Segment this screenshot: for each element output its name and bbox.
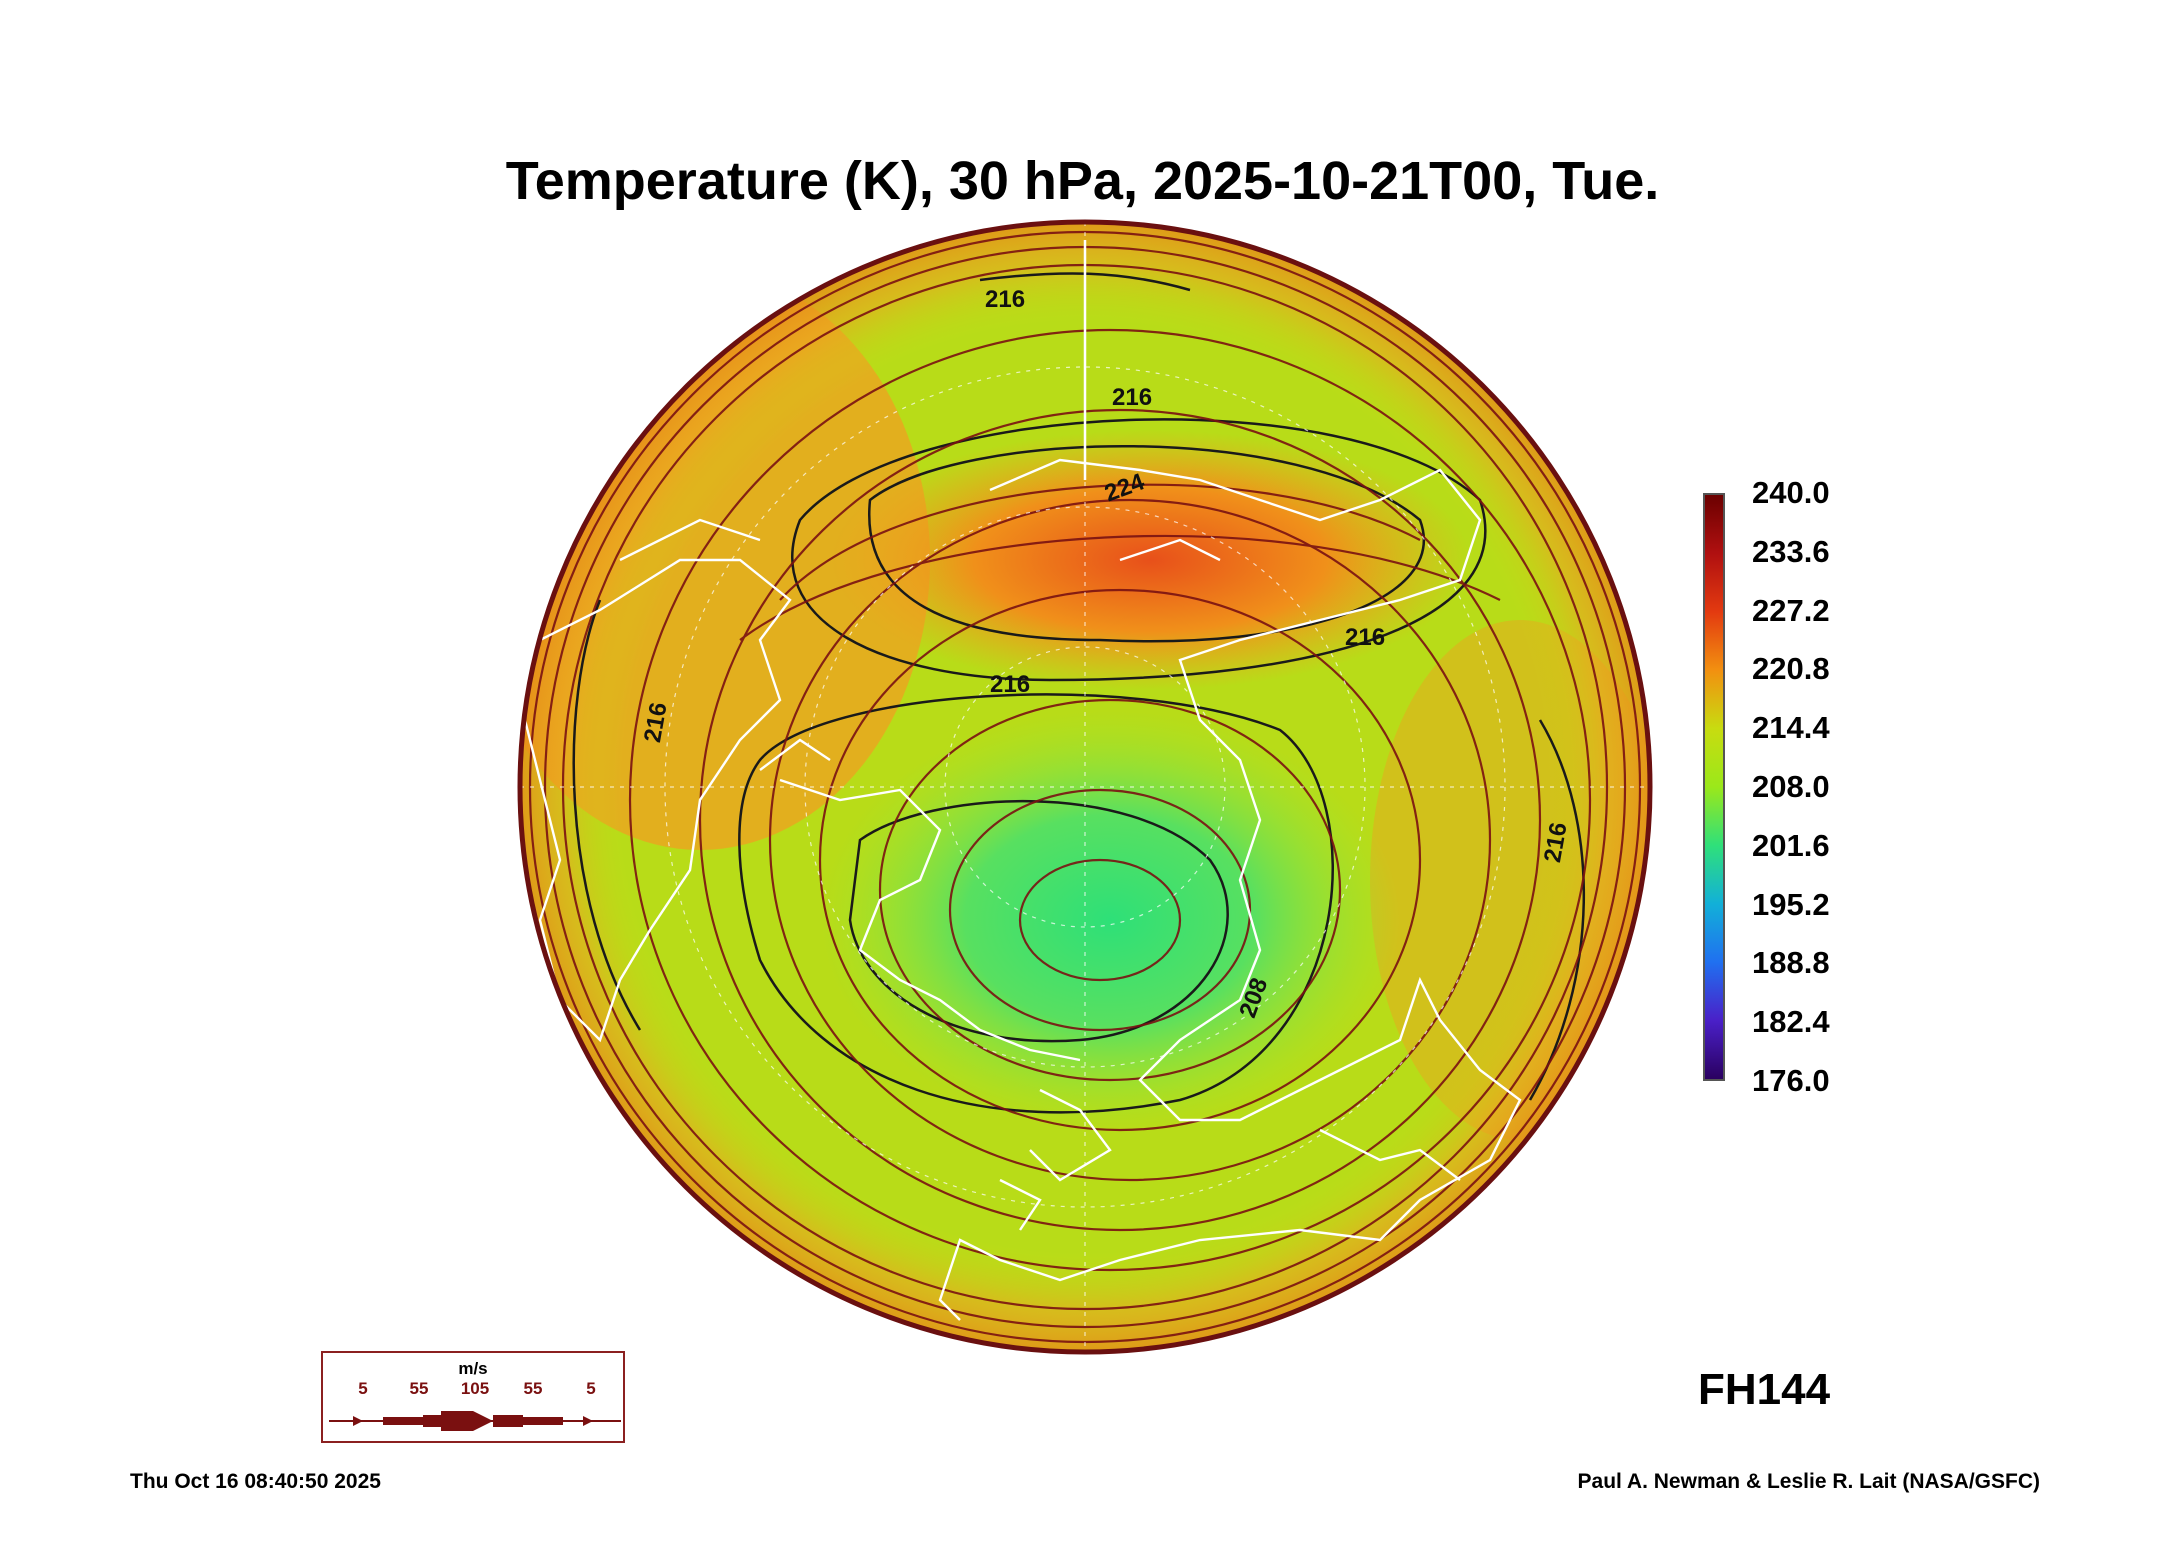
wind-speed-label: 105: [460, 1379, 490, 1398]
colorbar-tick-label: 176.0: [1752, 1063, 1830, 1098]
contour-label: 216: [985, 286, 1025, 313]
credit-line: Paul A. Newman & Leslie R. Lait (NASA/GS…: [1577, 1470, 2040, 1493]
map-title: Temperature (K), 30 hPa, 2025-10-21T00, …: [505, 151, 1660, 211]
coastlines: [520, 458, 1522, 1321]
wind-speed-label: 5: [358, 1379, 368, 1398]
contour-label: 216: [1345, 624, 1385, 651]
grid-lines: [520, 222, 1650, 1352]
wind-speed-label: 55: [523, 1379, 543, 1398]
colorbar-tick-label: 195.2: [1752, 886, 1830, 922]
contour-lines: [572, 272, 1586, 1114]
contour-label: 216: [990, 671, 1030, 698]
colorbar-tick-label: 220.8: [1752, 651, 1830, 687]
colorbar-tick-label: 188.8: [1752, 945, 1830, 981]
colorbar-tick-label: 208.0: [1752, 769, 1830, 804]
colorbar-tick-label: 227.2: [1752, 592, 1830, 628]
wind-unit-label: m/s: [458, 1359, 488, 1378]
colorbar: [1703, 493, 1725, 1081]
colorbar-tick-label: 240.0: [1752, 475, 1830, 510]
wind-speed-legend: m/s 5 55 105 55 5: [321, 1351, 625, 1443]
contour-label: 216: [1112, 384, 1152, 411]
colorbar-tick-label: 214.4: [1752, 710, 1830, 746]
forecast-hour-label: FH144: [1698, 1365, 1831, 1414]
map-rim: [517, 219, 1653, 1355]
colorbar-tick-label: 182.4: [1752, 1004, 1830, 1040]
run-timestamp: Thu Oct 16 08:40:50 2025: [130, 1470, 381, 1493]
wind-speed-label: 5: [586, 1379, 596, 1398]
colorbar-tick-label: 233.6: [1752, 533, 1830, 569]
colorbar-tick-label: 201.6: [1752, 827, 1830, 863]
wind-speed-arrow-scale: [329, 1411, 621, 1431]
contour-label-group: 216 216 224 216 216 216 216 208: [639, 286, 1573, 1021]
wind-speed-label: 55: [409, 1379, 429, 1398]
